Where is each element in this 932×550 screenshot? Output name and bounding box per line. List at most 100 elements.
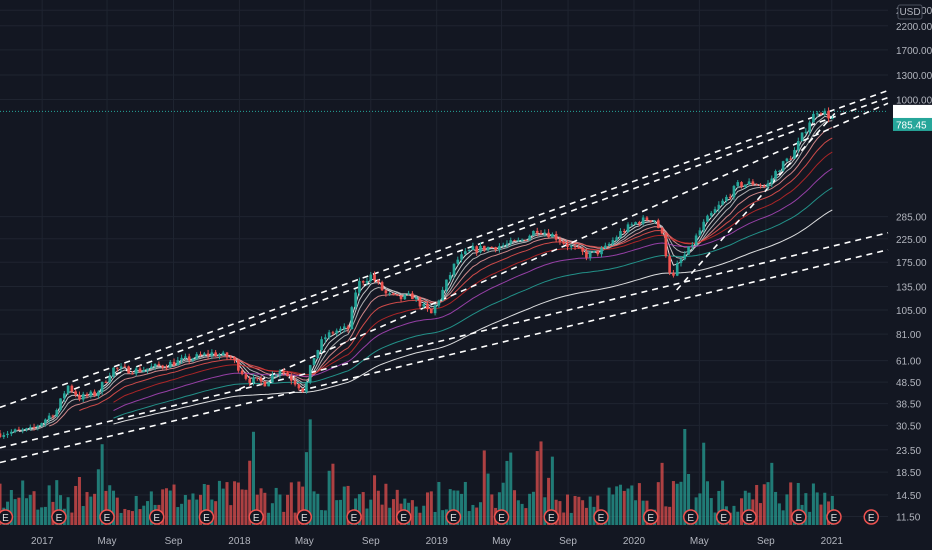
candle[interactable]: [800, 132, 804, 141]
candle[interactable]: [240, 370, 244, 375]
candle[interactable]: [97, 391, 100, 396]
candle[interactable]: [581, 247, 584, 252]
earnings-marker[interactable]: E: [493, 509, 510, 525]
candle[interactable]: [456, 259, 460, 264]
candle[interactable]: [214, 352, 217, 357]
candle[interactable]: [535, 230, 539, 233]
candle[interactable]: [55, 410, 59, 417]
candle[interactable]: [399, 295, 403, 300]
candle[interactable]: [123, 366, 127, 368]
candle[interactable]: [793, 149, 796, 159]
candle[interactable]: [411, 293, 414, 300]
candle[interactable]: [513, 240, 516, 242]
candle[interactable]: [562, 241, 566, 244]
candle[interactable]: [131, 373, 134, 375]
candle[interactable]: [698, 230, 702, 236]
candle[interactable]: [441, 289, 444, 301]
candle[interactable]: [184, 356, 187, 358]
candle[interactable]: [320, 339, 323, 351]
earnings-marker[interactable]: E: [51, 509, 67, 525]
earnings-marker[interactable]: E: [99, 509, 115, 525]
candle[interactable]: [199, 354, 202, 356]
candle[interactable]: [543, 232, 547, 234]
candle[interactable]: [112, 367, 115, 377]
candle[interactable]: [486, 247, 490, 251]
candle[interactable]: [146, 368, 149, 371]
candle[interactable]: [161, 365, 165, 368]
candle[interactable]: [218, 355, 221, 357]
candle[interactable]: [766, 183, 770, 187]
candle[interactable]: [569, 246, 573, 248]
candle[interactable]: [520, 239, 524, 241]
candle[interactable]: [81, 394, 85, 400]
candle[interactable]: [259, 378, 263, 382]
candle[interactable]: [305, 382, 308, 392]
trendline[interactable]: [676, 110, 838, 291]
candle[interactable]: [93, 391, 96, 396]
candle[interactable]: [316, 350, 320, 358]
earnings-marker[interactable]: E: [791, 509, 807, 525]
candle[interactable]: [615, 237, 619, 241]
candle[interactable]: [25, 428, 28, 430]
candle[interactable]: [819, 113, 823, 115]
candle[interactable]: [62, 393, 66, 399]
candle[interactable]: [153, 363, 157, 367]
candle[interactable]: [528, 235, 531, 241]
candle[interactable]: [664, 233, 668, 257]
earnings-marker[interactable]: E: [826, 509, 842, 525]
trendline[interactable]: [73, 96, 889, 390]
candle[interactable]: [452, 263, 456, 275]
earnings-marker[interactable]: E: [741, 509, 757, 525]
candle[interactable]: [808, 122, 811, 132]
candle[interactable]: [40, 423, 43, 426]
candle[interactable]: [74, 391, 77, 395]
candle[interactable]: [377, 280, 380, 283]
trendline[interactable]: [0, 231, 889, 449]
candle[interactable]: [85, 394, 89, 396]
candle[interactable]: [142, 370, 146, 372]
candle[interactable]: [373, 274, 376, 281]
candle[interactable]: [312, 357, 316, 366]
candle[interactable]: [467, 249, 471, 252]
candle[interactable]: [668, 256, 671, 273]
candle[interactable]: [70, 385, 74, 392]
candle[interactable]: [785, 158, 789, 162]
candle[interactable]: [278, 370, 282, 375]
candle[interactable]: [274, 374, 278, 376]
candle[interactable]: [327, 332, 331, 338]
candle[interactable]: [2, 435, 6, 438]
candle[interactable]: [607, 243, 611, 246]
candle[interactable]: [823, 110, 827, 114]
candle[interactable]: [448, 274, 452, 280]
candle[interactable]: [743, 184, 747, 187]
candle[interactable]: [600, 248, 603, 255]
candle[interactable]: [725, 196, 728, 201]
candle[interactable]: [687, 246, 690, 255]
candle[interactable]: [28, 427, 32, 429]
candle[interactable]: [781, 161, 785, 171]
candle[interactable]: [339, 328, 342, 331]
candle[interactable]: [778, 170, 781, 172]
earnings-marker[interactable]: E: [0, 509, 14, 525]
candle[interactable]: [21, 429, 25, 431]
candle[interactable]: [78, 394, 81, 400]
candle[interactable]: [566, 243, 569, 247]
candle[interactable]: [308, 365, 312, 383]
candle[interactable]: [554, 234, 558, 240]
earnings-marker[interactable]: E: [715, 509, 732, 525]
candle[interactable]: [672, 272, 675, 276]
candle[interactable]: [66, 385, 70, 394]
candle[interactable]: [475, 246, 479, 253]
earnings-marker[interactable]: E: [296, 509, 313, 525]
candle[interactable]: [414, 297, 418, 300]
candle[interactable]: [358, 281, 361, 293]
candle[interactable]: [464, 251, 467, 255]
candle[interactable]: [255, 377, 259, 379]
candle[interactable]: [369, 274, 373, 282]
candle[interactable]: [119, 366, 123, 369]
earnings-marker[interactable]: E: [863, 509, 879, 525]
candle[interactable]: [195, 354, 199, 359]
candle[interactable]: [263, 381, 267, 387]
earnings-marker[interactable]: E: [148, 509, 165, 525]
